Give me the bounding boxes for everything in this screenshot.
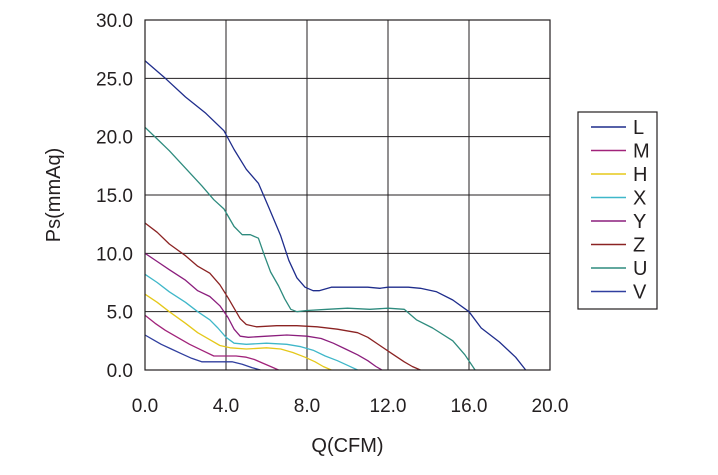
x-axis-title: Q(CFM): [311, 435, 383, 457]
y-tick-label: 25.0: [96, 69, 133, 90]
x-axis-ticks: 0.0 4.0 8.0 12.0 16.0 20.0: [132, 396, 569, 417]
y-axis-title: Ps(mmAq): [43, 148, 65, 242]
legend-label-y: Y: [633, 211, 646, 233]
x-tick-label: 8.0: [294, 396, 320, 417]
series-line-y: [144, 252, 383, 371]
plot-frame: [144, 19, 551, 371]
series-line-m: [144, 314, 279, 371]
y-tick-label: 10.0: [96, 244, 133, 265]
x-tick-label: 0.0: [132, 396, 158, 417]
legend-label-m: M: [633, 141, 650, 163]
legend-label-l: L: [633, 117, 644, 139]
x-tick-label: 4.0: [213, 396, 239, 417]
y-tick-label: 0.0: [107, 361, 133, 382]
x-tick-label: 20.0: [532, 396, 569, 417]
y-tick-label: 15.0: [96, 186, 133, 207]
legend-label-h: H: [633, 164, 647, 186]
legend-label-u: U: [633, 258, 647, 280]
series-lines: [144, 60, 527, 371]
series-line-l: [144, 60, 527, 371]
series-line-z: [144, 222, 421, 371]
y-tick-label: 5.0: [107, 303, 133, 324]
series-line-u: [144, 126, 476, 371]
x-tick-label: 12.0: [370, 396, 407, 417]
series-line-v: [144, 334, 261, 371]
x-tick-label: 16.0: [451, 396, 488, 417]
grid: [145, 20, 550, 370]
y-axis-ticks: 0.0 5.0 10.0 15.0 20.0 25.0 30.0: [96, 11, 133, 382]
legend-label-v: V: [633, 282, 647, 304]
legend-label-z: Z: [633, 235, 645, 257]
y-tick-label: 30.0: [96, 11, 133, 32]
series-line-x: [144, 273, 358, 371]
legend-box: [577, 111, 658, 310]
series-line-h: [144, 293, 332, 371]
y-tick-label: 20.0: [96, 128, 133, 149]
legend-label-x: X: [633, 188, 646, 210]
